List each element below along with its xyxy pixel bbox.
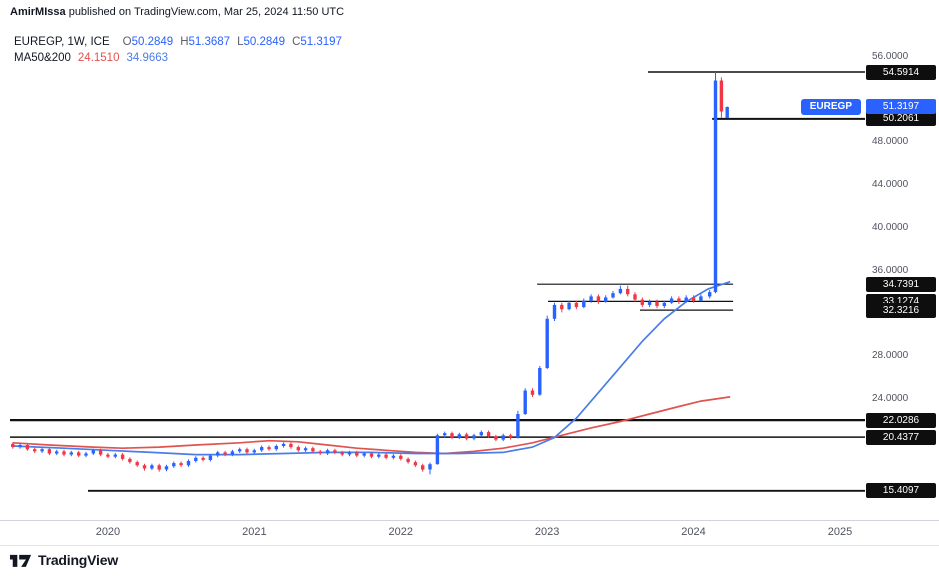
tradingview-logo-icon[interactable]: [10, 551, 32, 568]
symbol-title[interactable]: EUREGP, 1W, ICE: [14, 36, 110, 48]
ma50-value: 24.1510: [77, 52, 120, 64]
year-label: 2022: [388, 526, 413, 538]
open-value: 50.2849: [131, 36, 174, 48]
price-tick-label: 44.0000: [872, 179, 909, 191]
level-price-badge: 22.0286: [866, 412, 936, 428]
attribution-text: published on TradingView.com, Mar 25, 20…: [65, 6, 345, 18]
price-tick-label: 40.0000: [872, 221, 909, 233]
ma-indicator-label[interactable]: MA50&200: [14, 52, 71, 64]
level-price-badge: 54.5914: [866, 64, 936, 80]
price-chart-canvas[interactable]: [10, 28, 865, 520]
high-value: 51.3687: [188, 36, 231, 48]
level-price-badge: 34.7391: [866, 276, 936, 292]
close-value: 51.3197: [300, 36, 342, 48]
year-label: 2020: [95, 526, 121, 538]
chart-plot-area[interactable]: EUREGP, 1W, ICE O50.2849 H51.3687 L50.2849 C…: [10, 28, 865, 520]
price-tick-label: 28.0000: [872, 350, 909, 362]
price-tick-label: 48.0000: [872, 136, 909, 148]
low-value: 50.2849: [243, 36, 286, 48]
price-tick-label: 24.0000: [872, 393, 909, 404]
year-label: 2025: [827, 526, 853, 538]
price-tick-label: 56.0000: [872, 50, 909, 62]
price-tick-label: 36.0000: [872, 264, 909, 276]
footer: TradingView: [10, 551, 118, 568]
high-label: H: [180, 36, 189, 48]
time-axis[interactable]: 2020 2021 2022 2023 2024 2025: [0, 520, 939, 546]
author-name[interactable]: AmirMIssa: [10, 6, 66, 18]
open-label: O: [122, 36, 132, 48]
year-label: 2023: [534, 526, 560, 538]
level-price-badge: 15.4097: [866, 483, 936, 499]
year-label: 2021: [242, 526, 267, 538]
ma-row: MA50&200 24.1510 34.9663: [14, 51, 342, 66]
year-label: 2024: [681, 526, 706, 538]
low-label: L: [237, 36, 244, 48]
ma200-value: 34.9663: [126, 52, 169, 64]
chart-legend: EUREGP, 1W, ICE O50.2849 H51.3687 L50.2849 C…: [14, 35, 342, 66]
level-price-badge: 50.2061: [866, 111, 936, 127]
close-label: C: [292, 36, 301, 48]
symbol-ohlc-row: EUREGP, 1W, ICE O50.2849 H51.3687 L50.2849 C…: [14, 35, 342, 50]
level-price-badge: 32.3216: [866, 302, 936, 318]
last-price-badge: 51.3197: [866, 99, 936, 115]
symbol-price-tag: EUREGP: [800, 98, 861, 115]
attribution-line: AmirMIssa published on TradingView.com, …: [10, 6, 344, 18]
tradingview-brand-text[interactable]: TradingView: [38, 551, 119, 568]
price-axis[interactable]: 56.0000 48.0000 44.0000 40.0000 36.0000 28.00…: [865, 28, 939, 520]
level-price-badge: 20.4377: [866, 429, 936, 445]
